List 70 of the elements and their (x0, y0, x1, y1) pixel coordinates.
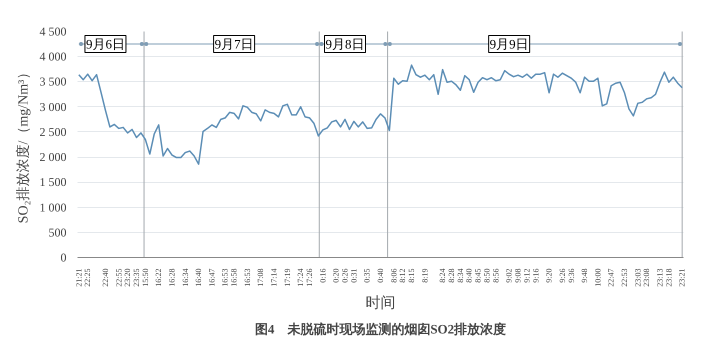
x-tick-label: 8:28 (446, 268, 456, 283)
annotation: 9月7日 (214, 36, 254, 52)
x-tick-label: 8:12 (398, 268, 408, 283)
x-tick-label: 8:40 (464, 268, 474, 283)
y-tick-label: 1 000 (40, 200, 66, 214)
x-tick-label: 16:53 (220, 268, 230, 287)
x-tick-label: 0:20 (332, 268, 341, 283)
x-tick-label: 0:35 (362, 268, 372, 283)
y-tick-label: 1 500 (40, 175, 66, 190)
x-tick-label: 17:14 (270, 268, 279, 287)
x-tick-label: 23:13 (655, 268, 664, 287)
x-tick-label: 17:19 (282, 268, 292, 287)
text: 图4 未脱硫时现场监测的烟囱SO2排放浓度 (254, 322, 506, 336)
x-tick-label: 22:40 (100, 268, 110, 287)
x-tick-label: 21:21 (74, 268, 84, 287)
x-tick-label: 23:35 (132, 268, 142, 287)
x-tick-label: 9:02 (504, 268, 514, 283)
x-tick-label: 22:55 (114, 268, 124, 287)
x-tick-label: 16:34 (180, 268, 190, 287)
x-tick-label: 9:48 (580, 268, 590, 283)
x-tick-label: 16:53 (242, 268, 252, 287)
x-tick-label: 0:40 (376, 268, 385, 283)
annotation: 9月9日 (490, 36, 529, 52)
y-tick-label: 3 000 (40, 100, 66, 114)
x-tick-label: 9:08 (514, 268, 523, 283)
annotation: 9月8日 (326, 36, 365, 52)
x-tick-label: 8:15 (407, 268, 416, 283)
x-tick-label: 9:26 (558, 268, 567, 283)
x-tick-label: 16:40 (194, 268, 204, 287)
x-tick-label: 8:45 (474, 268, 483, 283)
x-tick-label: 0:26 (340, 268, 350, 283)
y-tick-label: 500 (48, 225, 66, 240)
x-tick-label: 23:08 (642, 268, 652, 287)
x-tick-label: 8:56 (491, 268, 500, 283)
x-tick-label: 17:08 (256, 268, 266, 287)
y-tick-label: 4 000 (40, 50, 66, 64)
x-tick-label: 8:24 (438, 268, 448, 283)
y-axis-title: SO₂排放浓度/（mg/Nm³） (16, 66, 32, 224)
x-tick-label: 10:00 (593, 268, 602, 287)
x-tick-label: 22:47 (606, 268, 616, 287)
x-tick-label: 0:16 (318, 268, 328, 283)
x-tick-label: 0:31 (349, 268, 358, 283)
annotation: 9月6日 (86, 36, 125, 52)
x-tick-label: 8:50 (482, 268, 492, 283)
x-tick-label: 22:53 (620, 268, 629, 287)
x-tick-label: 16:28 (167, 268, 176, 287)
x-tick-label: 15:50 (140, 268, 150, 287)
x-tick-label: 23:21 (678, 268, 687, 287)
x-tick-label: 16:22 (154, 268, 164, 287)
x-tick-label: 23:03 (633, 268, 642, 287)
x-tick-label: 9:16 (531, 268, 540, 283)
x-tick-label: 23:20 (123, 268, 132, 287)
x-tick-label: 8:34 (456, 268, 465, 283)
x-tick-label: 16:58 (230, 268, 239, 287)
y-tick-label: 3 500 (40, 74, 66, 89)
x-tick-label: 16:47 (207, 268, 216, 287)
x-axis-title: 时间 (366, 294, 396, 312)
y-tick-label: 2 500 (40, 124, 66, 139)
x-tick-label: 8:06 (389, 268, 398, 283)
x-tick-label: 9:12 (522, 268, 532, 283)
y-tick-label: 4 500 (40, 24, 66, 38)
x-tick-label: 17:26 (305, 268, 314, 287)
x-tick-label: 17:24 (296, 268, 306, 287)
x-tick-label: 22:25 (83, 268, 92, 287)
y-tick-label: 0 (60, 250, 66, 264)
y-tick-label: 2 000 (40, 150, 66, 164)
x-tick-label: 9:36 (566, 268, 576, 283)
x-tick-label: 23:18 (664, 268, 674, 287)
x-tick-label: 8:19 (420, 268, 430, 283)
x-tick-label: 9:20 (544, 268, 554, 283)
